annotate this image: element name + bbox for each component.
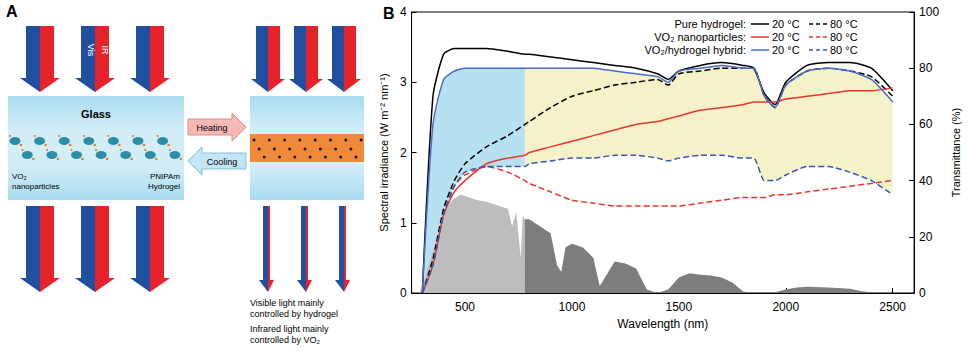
svg-text:Wavelength (nm): Wavelength (nm) xyxy=(617,317,708,331)
svg-text:Pure hydrogel:: Pure hydrogel: xyxy=(674,18,746,30)
svg-text:1: 1 xyxy=(400,216,407,230)
svg-text:20 °C: 20 °C xyxy=(772,31,800,43)
svg-text:2: 2 xyxy=(400,146,407,160)
svg-text:controlled by VO₂: controlled by VO₂ xyxy=(250,335,321,345)
svg-text:3: 3 xyxy=(400,75,407,89)
svg-text:controlled by hydrogel: controlled by hydrogel xyxy=(250,309,338,319)
svg-text:Glass: Glass xyxy=(81,108,111,120)
svg-text:1000: 1000 xyxy=(559,300,586,314)
svg-text:PNIPAm: PNIPAm xyxy=(150,172,180,181)
svg-text:VO₂/hydrogel hybrid:: VO₂/hydrogel hybrid: xyxy=(645,44,747,56)
svg-text:Infrared light mainly: Infrared light mainly xyxy=(250,324,329,334)
svg-text:IR: IR xyxy=(100,46,110,56)
svg-text:100: 100 xyxy=(919,5,939,19)
svg-text:2500: 2500 xyxy=(879,300,906,314)
svg-text:Heating: Heating xyxy=(196,123,227,133)
svg-text:1500: 1500 xyxy=(666,300,693,314)
svg-text:Transmittance (%): Transmittance (%) xyxy=(950,108,962,197)
svg-text:Vis: Vis xyxy=(86,44,96,57)
svg-text:20 °C: 20 °C xyxy=(772,44,800,56)
svg-text:20: 20 xyxy=(919,230,933,244)
svg-text:A: A xyxy=(6,3,18,20)
svg-text:500: 500 xyxy=(455,300,475,314)
svg-text:Hydrogel: Hydrogel xyxy=(148,182,180,191)
svg-text:2000: 2000 xyxy=(772,300,799,314)
svg-text:Visible light mainly: Visible light mainly xyxy=(250,298,324,308)
svg-text:4: 4 xyxy=(400,5,407,19)
svg-text:VO₂ nanoparticles:: VO₂ nanoparticles: xyxy=(654,31,746,43)
svg-text:0: 0 xyxy=(400,286,407,300)
svg-text:80 °C: 80 °C xyxy=(830,31,858,43)
svg-text:80 °C: 80 °C xyxy=(830,44,858,56)
svg-text:20 °C: 20 °C xyxy=(772,18,800,30)
svg-text:80: 80 xyxy=(919,61,933,75)
svg-text:Spectral irradiance (W m⁻² nm⁻: Spectral irradiance (W m⁻² nm⁻¹) xyxy=(378,73,390,231)
svg-text:80 °C: 80 °C xyxy=(830,18,858,30)
svg-text:B: B xyxy=(383,5,395,22)
svg-text:Cooling: Cooling xyxy=(207,157,238,167)
svg-text:40: 40 xyxy=(919,174,933,188)
svg-text:nanoparticles: nanoparticles xyxy=(12,182,60,191)
svg-text:0: 0 xyxy=(919,286,926,300)
svg-text:VO₂: VO₂ xyxy=(12,172,27,181)
svg-text:60: 60 xyxy=(919,117,933,131)
